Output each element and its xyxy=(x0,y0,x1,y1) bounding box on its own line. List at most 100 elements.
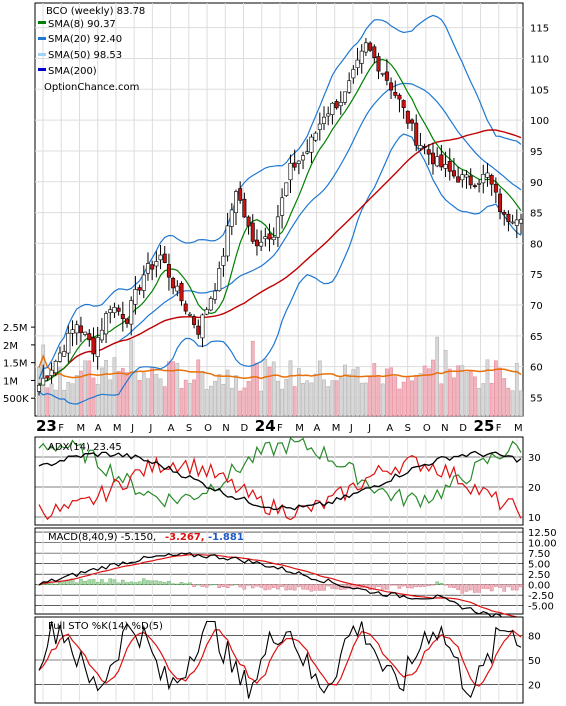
candle-body xyxy=(263,236,268,240)
volume-bar xyxy=(468,370,473,417)
volume-bar xyxy=(305,380,310,417)
volume-bar xyxy=(74,375,79,417)
candle-body xyxy=(36,385,41,392)
macd-histogram-bar xyxy=(510,584,515,591)
volume-bar xyxy=(376,374,381,417)
volume-bar xyxy=(276,380,280,417)
candle-body xyxy=(112,307,117,314)
macd-histogram-bar xyxy=(397,584,402,589)
volume-tick-label: 2.5M xyxy=(3,323,28,334)
macd-histogram-bar xyxy=(288,584,293,590)
stochastic-axis: 20 50 80 xyxy=(528,631,541,691)
volume-bar xyxy=(510,390,515,417)
macd-histogram-bar xyxy=(481,584,486,589)
macd-histogram-bar xyxy=(318,584,322,591)
macd-histogram-bar xyxy=(74,582,79,585)
candle-body xyxy=(447,161,452,172)
macd-histogram-bar xyxy=(468,584,473,591)
macd-histogram xyxy=(37,578,523,594)
indicator-tick-label: 50 xyxy=(528,656,541,667)
candle-body xyxy=(78,325,83,333)
time-axis-label: J xyxy=(349,423,353,434)
macd-histogram-bar xyxy=(146,580,150,585)
candle-body xyxy=(338,101,343,107)
stochastic-lines xyxy=(38,620,522,699)
volume-bar xyxy=(213,380,217,417)
time-axis-label: S xyxy=(186,423,192,434)
macd-histogram-bar xyxy=(456,584,460,590)
volume-bar xyxy=(221,383,226,417)
volume-bar xyxy=(167,361,171,417)
macd-histogram-bar xyxy=(498,584,502,588)
candle-body xyxy=(384,71,389,81)
macd-histogram-bar xyxy=(372,584,377,589)
price-tick-label: 70 xyxy=(530,301,543,312)
candle-body xyxy=(57,352,62,362)
macd-histogram-bar xyxy=(301,584,305,590)
macd-histogram-bar xyxy=(242,584,247,590)
candle-body xyxy=(397,94,402,100)
volume-bar xyxy=(79,370,83,417)
candle-body xyxy=(393,91,398,96)
candle-body xyxy=(284,182,289,196)
volume-bar xyxy=(447,368,452,417)
candle-body xyxy=(460,174,465,181)
volume-bar xyxy=(267,366,272,417)
candle-body xyxy=(70,329,75,334)
price-axis: 55 60 65 70 75 80 85 90 95 100 105 110 115 xyxy=(530,24,549,405)
macd-histogram-bar xyxy=(213,584,217,586)
time-axis-label: 25 xyxy=(474,417,495,435)
volume-bar xyxy=(66,381,71,417)
candle-body xyxy=(120,313,125,319)
candle-body xyxy=(330,102,335,115)
time-axis-label: O xyxy=(423,423,431,434)
volume-bar xyxy=(317,360,322,417)
candle-body xyxy=(359,50,364,64)
volume-bar xyxy=(280,388,284,417)
macd-histogram-bar xyxy=(183,583,188,585)
sma50-line xyxy=(38,129,522,386)
macd-histogram-bar xyxy=(447,584,452,588)
time-axis-label: M xyxy=(76,423,85,434)
macd-line xyxy=(38,552,522,623)
macd-legend: MACD(8,40,9) -5.150, xyxy=(48,532,156,543)
indicator-tick-label: 80 xyxy=(528,631,541,642)
volume-bar xyxy=(217,374,222,417)
macd-histogram-bar xyxy=(133,582,138,585)
macd-histogram-bar xyxy=(322,584,326,591)
volume-bar xyxy=(49,383,54,417)
volume-bars xyxy=(37,336,523,417)
macd-histogram-bar xyxy=(368,584,372,590)
price-panel-frame xyxy=(34,2,524,417)
volume-bar xyxy=(125,372,129,417)
macd-histogram-bar xyxy=(87,579,92,585)
time-axis-label: N xyxy=(441,423,448,434)
volume-bar xyxy=(347,374,352,417)
candle-body xyxy=(275,216,280,238)
volume-bar xyxy=(175,363,180,417)
indicator-tick-label: 0.00 xyxy=(528,581,550,592)
stochastic-legend: Full STO %K(14) %D(5) xyxy=(48,621,163,632)
volume-bar xyxy=(338,377,343,417)
time-axis-label: 24 xyxy=(255,417,276,435)
sma8-line xyxy=(38,58,522,386)
stochastic-panel: 20 50 80 Full STO %K(14) %D(5) xyxy=(34,616,541,704)
macd-histogram-bar xyxy=(83,580,87,585)
candle-body xyxy=(104,313,109,335)
macd-histogram-bar xyxy=(104,582,108,585)
candle-body xyxy=(166,264,171,278)
candle-body xyxy=(451,170,456,177)
macd-histogram-bar xyxy=(263,584,268,591)
watermark: OptionChance.com xyxy=(44,82,139,93)
candle-body xyxy=(401,100,406,108)
candle-body xyxy=(410,119,415,124)
volume-bar xyxy=(435,336,440,417)
macd-histogram-bar xyxy=(250,584,255,589)
volume-bar xyxy=(414,374,419,417)
stochastic-k-line xyxy=(38,620,522,699)
macd-signal-line xyxy=(38,554,522,619)
volume-bar xyxy=(489,382,494,417)
candle-body xyxy=(430,152,435,165)
candle-body xyxy=(317,123,322,130)
